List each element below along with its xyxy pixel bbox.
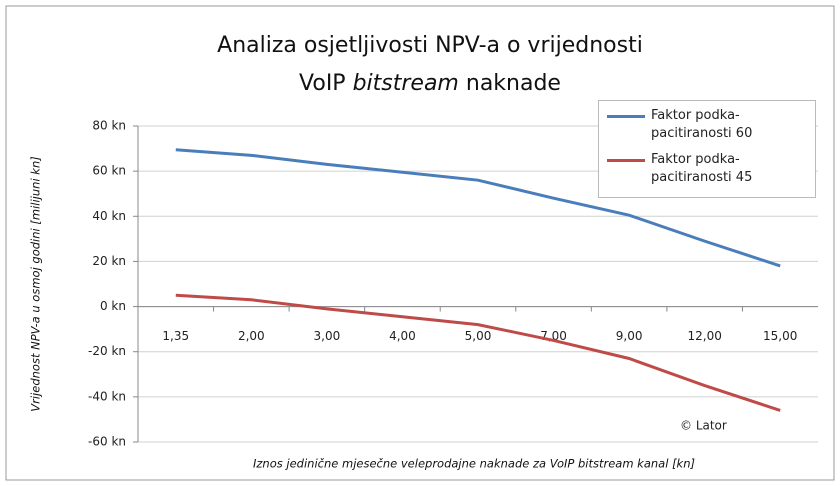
y-tick-label: 20 kn [92,254,126,268]
y-axis-label: Vrijednost NPV-a u osmoj godini [milijun… [29,156,43,411]
x-tick-label: 15,00 [763,329,797,343]
title-part: VoIP [299,71,346,96]
legend-item: Faktor podka-pacitiranosti 45 [607,151,771,187]
y-tick-label: 60 kn [92,164,126,178]
x-tick-label: 3,00 [314,329,341,343]
legend-label: Faktor podka-pacitiranosti 45 [651,152,753,185]
x-tick-label: 5,00 [465,329,492,343]
x-tick-label: 12,00 [687,329,721,343]
x-tick-label: 4,00 [389,329,416,343]
y-tick-label: 80 kn [92,119,126,133]
series-line [175,293,781,412]
y-tick-label: -60 kn [88,435,126,449]
legend-swatch [607,115,645,118]
legend-swatch [607,159,645,162]
y-tick-label: 40 kn [92,209,126,223]
x-tick-label: 2,00 [238,329,265,343]
legend-label: Faktor podka-pacitiranosti 60 [651,108,753,141]
legend: Faktor podka-pacitiranosti 60 Faktor podk… [598,100,816,198]
chart-frame [5,5,835,481]
chart-title: VoIP bitstream naknade [299,71,561,96]
title-part: bitstream [353,71,459,96]
x-tick-label: 9,00 [616,329,643,343]
chart-title: Analiza osjetljivosti NPV-a o vrijednost… [217,33,643,58]
y-tick-label: -20 kn [88,344,126,358]
legend-item: Faktor podka-pacitiranosti 60 [607,107,771,143]
y-tick-label: -40 kn [88,389,126,403]
x-axis-label: Iznos jedinične mjesečne veleprodajne na… [253,457,695,471]
title-part: naknade [466,71,561,96]
y-tick-label: 0 kn [100,299,126,313]
x-tick-label: 1,35 [162,329,189,343]
annotation: © Lator [680,419,727,433]
series-line [175,148,781,268]
